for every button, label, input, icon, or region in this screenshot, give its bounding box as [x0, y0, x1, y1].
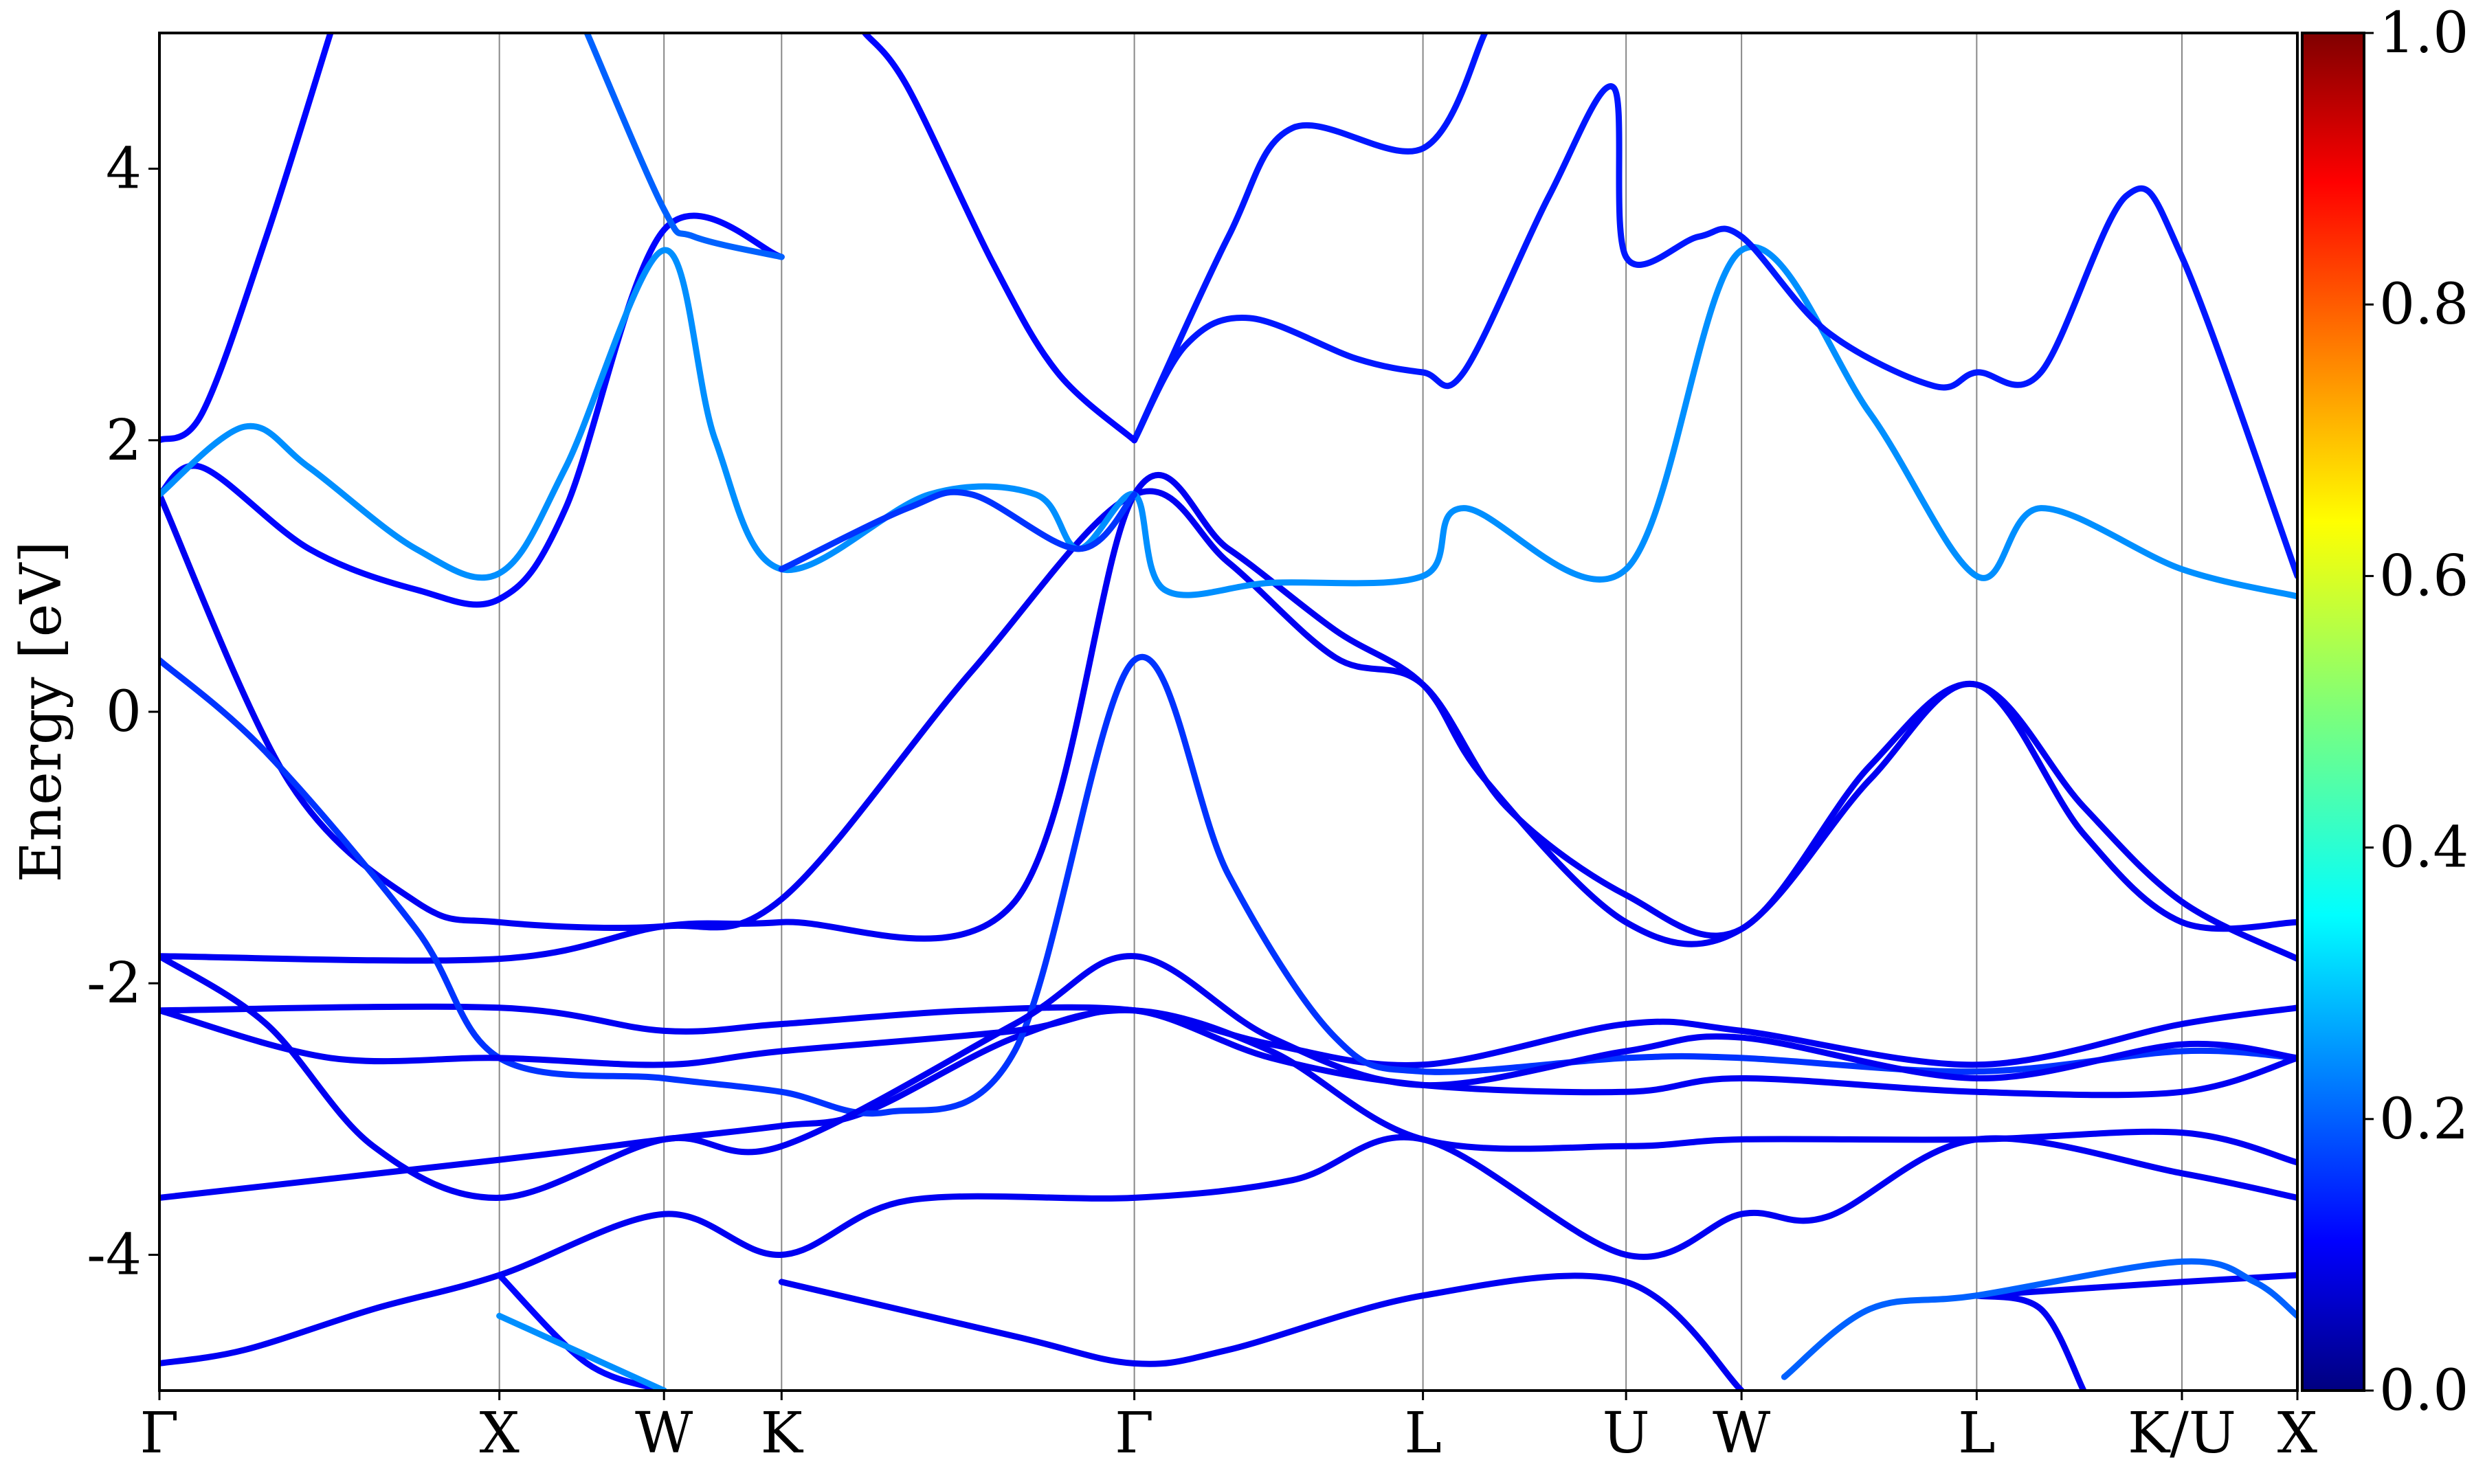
x-tick-label: L: [1958, 1401, 1995, 1466]
colorbar-gradient: [2301, 32, 2365, 1392]
band-line: [159, 1007, 2297, 1099]
colorbar-tick-label: 0.2: [2379, 1087, 2469, 1152]
band-lines: [159, 33, 2297, 1391]
y-tick-label: -4: [87, 1222, 142, 1288]
x-tick-label: W: [635, 1401, 693, 1466]
x-tick-label: U: [1603, 1401, 1650, 1466]
band-line: [1973, 1272, 2297, 1299]
band-line: [1973, 1292, 2087, 1391]
y-tick-label: 0: [106, 679, 142, 745]
x-tick-label: X: [2277, 1401, 2317, 1466]
colorbar: 0.0 0.2 0.4 0.6 0.8 1.0: [2301, 1, 2469, 1424]
colorbar-tick-label: 0.6: [2379, 543, 2469, 609]
band-line: [159, 488, 2297, 963]
y-tick-label: 4: [106, 137, 142, 202]
x-tick-label: Γ: [140, 1401, 179, 1466]
band-line: [1781, 1258, 2297, 1380]
y-tick-label: -2: [87, 951, 142, 1016]
colorbar-tick-label: 1.0: [2379, 1, 2469, 66]
band-line: [159, 953, 2297, 1201]
x-tick-label: L: [1404, 1401, 1441, 1466]
band-line: [1131, 83, 2297, 579]
band-line: [778, 488, 1138, 572]
colorbar-tick-label: 0.0: [2379, 1358, 2469, 1424]
band-line: [496, 1312, 667, 1391]
band-line: [159, 33, 334, 444]
x-tick-label: W: [1713, 1401, 1771, 1466]
x-tick-label: X: [479, 1401, 519, 1466]
band-line: [159, 244, 2297, 600]
colorbar-tick-label: 0.4: [2379, 816, 2469, 881]
band-line: [159, 1134, 2297, 1367]
x-tick-label: Γ: [1115, 1401, 1154, 1466]
band-line: [496, 1272, 667, 1391]
band-line: [159, 212, 785, 608]
y-tick-label: 2: [106, 408, 142, 473]
x-axis: Γ X W K Γ L U W L K/U X: [140, 1391, 2317, 1466]
band-line: [778, 1272, 1745, 1391]
colorbar-tick-label: 0.8: [2379, 272, 2469, 337]
band-line: [159, 654, 2297, 1117]
x-tick-label: K/U: [2128, 1401, 2236, 1466]
band-line: [1131, 33, 1489, 444]
y-axis: 4 2 0 -2 -4: [87, 137, 159, 1288]
band-line: [583, 33, 785, 260]
y-axis-label: Energy [eV]: [9, 541, 74, 882]
x-tick-label: K: [761, 1401, 804, 1466]
band-line: [862, 33, 1138, 444]
band-line: [159, 1003, 2297, 1068]
